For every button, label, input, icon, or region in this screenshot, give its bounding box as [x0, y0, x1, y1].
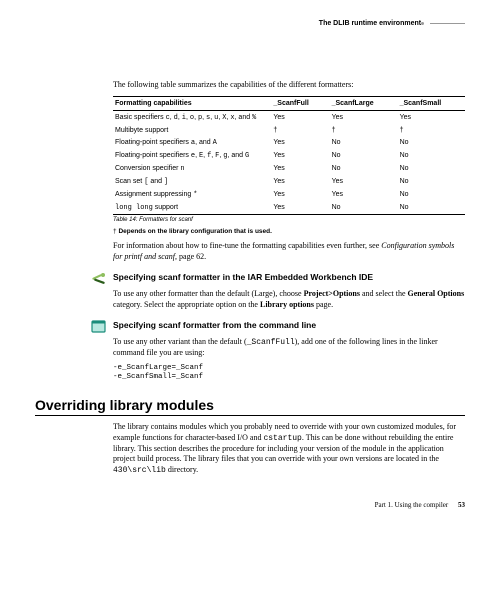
val-cell: No: [398, 136, 465, 149]
val-cell: Yes: [271, 188, 329, 201]
val-cell: Yes: [271, 162, 329, 175]
col-header: _ScanfSmall: [398, 97, 465, 111]
ide-paragraph: To use any other formatter than the defa…: [113, 289, 465, 310]
override-section-title: Overriding library modules: [35, 397, 465, 416]
cap-cell: Floating-point specifiers a, and A: [113, 136, 271, 149]
cap-cell: Floating-point specifiers e, E, f, F, g,…: [113, 149, 271, 162]
val-cell: Yes: [330, 188, 398, 201]
val-cell: No: [330, 136, 398, 149]
cap-cell: long long support: [113, 201, 271, 215]
val-cell: †: [271, 124, 329, 136]
cap-cell: Multibyte support: [113, 124, 271, 136]
formatters-table: Formatting capabilities_ScanfFull_ScanfL…: [113, 96, 465, 215]
intro-text: The following table summarizes the capab…: [113, 80, 465, 90]
linker-commands: -e_ScanfLarge=_Scanf -e_ScanfSmall=_Scan…: [113, 364, 465, 384]
val-cell: Yes: [398, 111, 465, 125]
terminal-icon: [91, 320, 107, 334]
val-cell: Yes: [271, 149, 329, 162]
val-cell: No: [398, 188, 465, 201]
page-footer: Part 1. Using the compiler 53: [113, 501, 465, 509]
val-cell: †: [330, 124, 398, 136]
runtime-header: The DLIB runtime environment: [35, 20, 465, 30]
val-cell: Yes: [330, 175, 398, 188]
table-footnote: † Depends on the library configuration t…: [113, 228, 465, 235]
col-header: _ScanfFull: [271, 97, 329, 111]
val-cell: No: [398, 175, 465, 188]
val-cell: No: [330, 162, 398, 175]
cap-cell: Conversion specifier n: [113, 162, 271, 175]
tools-icon: [91, 272, 107, 286]
val-cell: Yes: [271, 175, 329, 188]
val-cell: No: [330, 201, 398, 215]
ide-heading: Specifying scanf formatter in the IAR Em…: [113, 272, 465, 286]
val-cell: Yes: [330, 111, 398, 125]
val-cell: Yes: [271, 136, 329, 149]
cap-cell: Scan set [ and ]: [113, 175, 271, 188]
override-paragraph: The library contains modules which you p…: [113, 422, 465, 476]
val-cell: Yes: [271, 111, 329, 125]
val-cell: †: [398, 124, 465, 136]
header-title: The DLIB runtime environment: [319, 20, 421, 27]
val-cell: No: [330, 149, 398, 162]
cli-heading: Specifying scanf formatter from the comm…: [113, 320, 465, 334]
val-cell: No: [398, 162, 465, 175]
col-header: _ScanfLarge: [330, 97, 398, 111]
val-cell: No: [398, 149, 465, 162]
col-header: Formatting capabilities: [113, 97, 271, 111]
cap-cell: Assignment suppressing *: [113, 188, 271, 201]
val-cell: Yes: [271, 201, 329, 215]
cli-paragraph: To use any other variant than the defaul…: [113, 337, 465, 359]
val-cell: No: [398, 201, 465, 215]
table-caption: Table 14: Formatters for scanf: [113, 217, 465, 223]
info-paragraph: For information about how to fine-tune t…: [113, 241, 465, 262]
cap-cell: Basic specifiers c, d, i, o, p, s, u, X,…: [113, 111, 271, 125]
